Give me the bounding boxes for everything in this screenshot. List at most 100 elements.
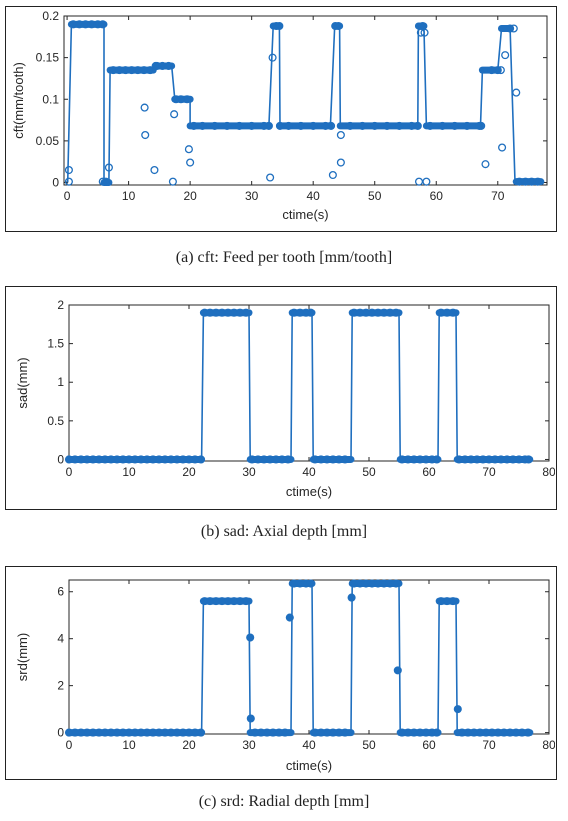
srd-xtick-label: 60 [422, 738, 436, 752]
srd-data-point [196, 728, 206, 737]
sad-data-point [306, 308, 315, 317]
cft-data-point [247, 121, 256, 130]
cft-xtick-label: 30 [245, 189, 259, 203]
sad-xtick-label: 70 [482, 465, 496, 479]
cft-ytick-label: 0 [52, 176, 59, 190]
cft-ylabel: cft(mm/tooth) [11, 62, 26, 139]
cft-data-point [275, 21, 284, 31]
srd-ytick-label: 0 [57, 726, 64, 740]
srd-data-point [241, 597, 251, 606]
cft-data-point [328, 170, 337, 180]
caption-cft: (a) cft: Feed per tooth [mm/tooth] [175, 249, 393, 266]
cft-ytick-label: 0.05 [36, 134, 60, 148]
sad-ytick-label: 0 [57, 452, 64, 466]
cft-xtick-label: 0 [64, 189, 71, 203]
cft-data-point [481, 160, 490, 169]
cft-data-point [420, 28, 429, 37]
srd-xtick-label: 30 [242, 738, 256, 752]
cft-plot-area [63, 15, 548, 186]
cft-data-point [146, 66, 155, 75]
cft-data-point [426, 121, 435, 130]
srd-xtick-label: 50 [362, 738, 376, 752]
cft-data-point [164, 61, 173, 71]
srd-xtick-label: 10 [122, 738, 136, 752]
cft-data-point [533, 177, 542, 186]
sad-xtick-label: 20 [182, 465, 196, 479]
cft-ytick-label: 0.2 [42, 9, 59, 23]
chart-panel-sad: 0 10 20 30 40 50 60 70 80 0 0.5 1 1.5 2 ctime(s) sad(mm… [5, 286, 557, 510]
srd-data-point [453, 705, 462, 714]
chart-srd: 0 10 20 30 40 50 60 70 80 0 2 4 6 ctime(s) srd(mm) [15, 579, 555, 773]
cft-data-point [336, 158, 345, 167]
cft-xtick-label: 10 [122, 189, 136, 203]
cft-data-point [268, 53, 277, 62]
cft-data-point [152, 61, 161, 71]
srd-data-point [306, 579, 315, 588]
cft-data-point [358, 121, 367, 130]
sad-xtick-label: 30 [242, 465, 256, 479]
cft-data-point [64, 165, 73, 175]
srd-data-point [432, 728, 441, 737]
cft-data-point [189, 121, 198, 130]
cft-data-point [98, 177, 107, 186]
srd-xtick-label: 0 [66, 738, 73, 752]
sad-xtick-label: 40 [302, 465, 316, 479]
sad-xtick-label: 60 [422, 465, 436, 479]
srd-data-point [391, 579, 401, 588]
sad-data-point [340, 455, 350, 464]
sad-ytick-label: 1.5 [47, 337, 64, 351]
sad-xtick-label: 0 [66, 465, 73, 479]
cft-data-point [266, 173, 275, 182]
cft-data-point [168, 177, 177, 186]
srd-data-point [285, 613, 294, 622]
srd-ytick-label: 4 [57, 632, 64, 646]
sad-xlabel: ctime(s) [286, 484, 332, 499]
cft-xtick-label: 50 [368, 189, 382, 203]
cft-data-point [309, 121, 318, 130]
sad-data-point [196, 455, 206, 464]
cft-data-point [477, 121, 486, 130]
cft-data-point [272, 21, 281, 31]
cft-data-point [462, 121, 472, 130]
cft-data-point [101, 177, 110, 186]
cft-data-point [438, 121, 447, 130]
cft-data-point [506, 24, 515, 33]
cft-data-point [104, 163, 113, 172]
cft-data-point [198, 121, 207, 130]
sad-xtick-label: 50 [362, 465, 376, 479]
cft-data-point [509, 24, 518, 33]
srd-xtick-label: 70 [482, 738, 496, 752]
sad-data-point [524, 455, 533, 464]
cft-data-point [496, 66, 505, 75]
cft-data-point [346, 121, 355, 130]
srd-xtick-label: 20 [182, 738, 196, 752]
srd-plot-area [68, 579, 550, 735]
cft-data-point [512, 88, 521, 97]
cft-data-point [93, 20, 102, 29]
srd-data-point [280, 728, 290, 737]
cft-data-point [284, 121, 293, 130]
cft-data-point [64, 177, 73, 186]
cft-xtick-label: 40 [307, 189, 321, 203]
cft-data-point [422, 177, 431, 186]
sad-data-point [432, 455, 441, 464]
sad-data-point [448, 308, 458, 317]
cft-data-point [183, 95, 192, 104]
cft-data-point [141, 130, 150, 140]
chart-sad: 0 10 20 30 40 50 60 70 80 0 0.5 1 1.5 2 ctime(s) sad(mm… [15, 298, 555, 499]
sad-xtick-label: 10 [122, 465, 136, 479]
sad-ylabel: sad(mm) [15, 357, 30, 408]
sad-data-point [283, 455, 293, 464]
cft-data-point [184, 145, 193, 154]
cft-data-point [326, 121, 336, 130]
sad-ytick-label: 1 [57, 375, 64, 389]
cft-data-point [336, 130, 345, 140]
sad-ytick-label: 0.5 [47, 414, 64, 428]
sad-data-point [391, 308, 401, 317]
cft-data-point [493, 66, 502, 75]
srd-xlabel: ctime(s) [286, 758, 332, 773]
srd-xtick-label: 80 [542, 738, 555, 752]
srd-data-point [246, 633, 255, 642]
cft-data-point [259, 121, 269, 130]
cft-data-point [501, 51, 510, 60]
